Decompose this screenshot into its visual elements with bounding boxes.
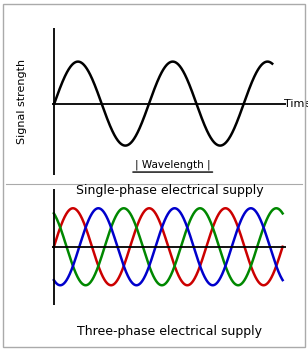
Text: | Wavelength |: | Wavelength | xyxy=(135,159,211,170)
Text: Signal strength: Signal strength xyxy=(17,59,27,144)
Text: Three-phase electrical supply: Three-phase electrical supply xyxy=(77,326,262,338)
Text: Single-phase electrical supply: Single-phase electrical supply xyxy=(75,184,263,197)
Text: Time: Time xyxy=(284,99,308,108)
